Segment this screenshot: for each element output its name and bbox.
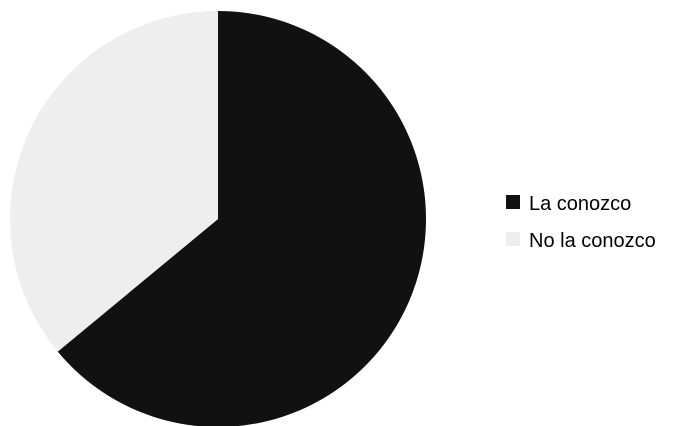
- pie-slice-no-la-conozco: [10, 11, 218, 352]
- legend-label-no-la-conozco: No la conozco: [529, 230, 656, 252]
- legend: La conozco No la conozco: [506, 193, 656, 252]
- pie-slices: [10, 11, 426, 426]
- legend-swatch-la-conozco: [506, 195, 520, 209]
- legend-entry-la-conozco: La conozco: [506, 193, 631, 215]
- legend-label-la-conozco: La conozco: [529, 193, 631, 215]
- legend-entry-no-la-conozco: No la conozco: [506, 230, 656, 252]
- pie-slice-la-conozco: [57, 11, 426, 426]
- legend-swatch-no-la-conozco: [506, 232, 520, 246]
